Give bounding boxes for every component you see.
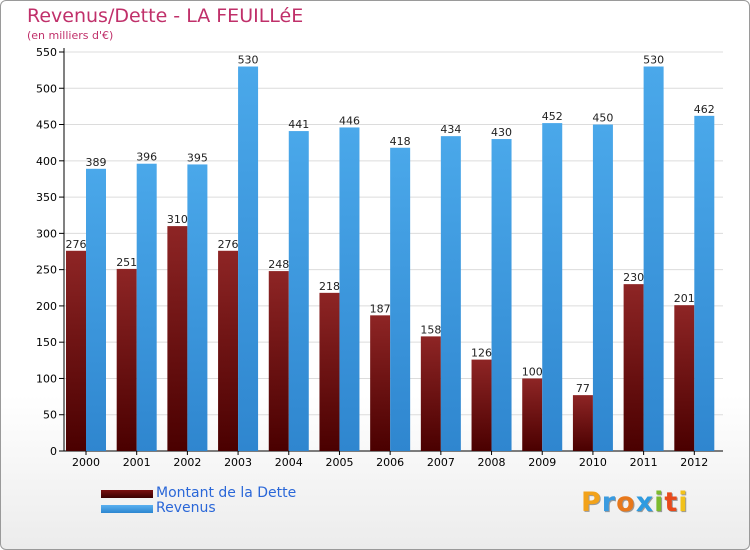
data-label: 276: [66, 238, 87, 251]
x-tick-label: 2009: [528, 456, 556, 469]
legend-swatch-dette: [101, 490, 153, 498]
data-label: 452: [542, 110, 563, 123]
bar-revenus: [339, 127, 360, 452]
bar-dette: [218, 250, 239, 451]
y-tick-label: 150: [36, 336, 57, 349]
bar-dette: [623, 284, 644, 451]
data-label: 530: [643, 54, 664, 67]
y-tick-label: 100: [36, 372, 57, 385]
bar-dette: [66, 250, 86, 451]
bar-dette: [522, 378, 543, 451]
data-label: 126: [471, 347, 492, 360]
data-label: 441: [288, 118, 309, 131]
x-tick-label: 2003: [224, 456, 252, 469]
y-tick-label: 400: [36, 155, 57, 168]
x-tick-label: 2005: [325, 456, 353, 469]
data-label: 218: [319, 280, 340, 293]
bar-dette: [116, 268, 137, 451]
bar-revenus: [542, 123, 563, 451]
data-label: 77: [576, 382, 590, 395]
x-tick-label: 2008: [478, 456, 506, 469]
data-label: 100: [522, 365, 543, 378]
bar-dette: [319, 292, 340, 451]
bar-revenus: [187, 164, 208, 452]
data-label: 530: [238, 54, 259, 67]
bar-revenus: [238, 66, 259, 451]
data-label: 248: [268, 258, 289, 271]
data-label: 450: [592, 112, 613, 125]
data-label: 230: [623, 271, 644, 284]
data-label: 430: [491, 126, 512, 139]
x-tick-label: 2006: [376, 456, 404, 469]
bar-revenus: [643, 66, 664, 451]
chart-title: Revenus/Dette - LA FEUILLéE: [27, 5, 304, 27]
x-tick-label: 2001: [123, 456, 151, 469]
x-tick-label: 2000: [72, 456, 100, 469]
bar-revenus: [136, 163, 157, 451]
bar-revenus: [390, 147, 411, 451]
proxiti-logo: Proxiti: [581, 487, 689, 518]
data-label: 276: [218, 238, 239, 251]
data-label: 158: [420, 323, 441, 336]
y-tick-label: 550: [36, 46, 57, 59]
y-tick-label: 200: [36, 300, 57, 313]
y-tick-label: 300: [36, 227, 57, 240]
data-label: 310: [167, 213, 188, 226]
bar-dette: [572, 395, 593, 451]
data-label: 446: [339, 114, 360, 127]
logo-letter: r: [601, 487, 617, 518]
y-tick-label: 500: [36, 82, 57, 95]
bar-revenus: [694, 115, 715, 451]
y-tick-label: 350: [36, 191, 57, 204]
data-label: 418: [390, 135, 411, 148]
chart-subtitle: (en milliers d'€): [27, 29, 114, 42]
bar-dette: [268, 271, 289, 451]
bar-revenus: [86, 168, 106, 451]
logo-letter: t: [664, 487, 679, 518]
logo-letter: i: [654, 487, 665, 518]
logo-letter: P: [581, 487, 602, 518]
bar-revenus: [491, 139, 512, 451]
bar-dette: [167, 226, 188, 451]
x-tick-label: 2011: [630, 456, 658, 469]
x-tick-label: 2002: [173, 456, 201, 469]
bar-dette: [370, 315, 391, 451]
y-tick-label: 0: [50, 445, 57, 458]
bar-revenus: [592, 124, 613, 451]
data-label: 251: [116, 256, 137, 269]
data-label: 201: [674, 292, 695, 305]
data-label: 462: [694, 103, 715, 116]
bar-dette: [420, 336, 441, 451]
y-tick-label: 450: [36, 119, 57, 132]
bar-dette: [471, 359, 492, 451]
data-label: 187: [370, 302, 391, 315]
x-tick-label: 2012: [680, 456, 708, 469]
bar-revenus: [288, 131, 309, 452]
legend-label-revenus: Revenus: [156, 500, 216, 516]
legend-label-dette: Montant de la Dette: [156, 485, 297, 501]
x-tick-label: 2007: [427, 456, 455, 469]
x-tick-label: 2004: [275, 456, 303, 469]
y-tick-label: 250: [36, 264, 57, 277]
data-label: 389: [86, 156, 107, 169]
data-label: 396: [136, 151, 157, 164]
bar-dette: [674, 305, 695, 451]
logo-letter: x: [635, 487, 655, 518]
bar-revenus: [440, 136, 461, 452]
x-tick-label: 2010: [579, 456, 607, 469]
y-tick-label: 50: [43, 409, 57, 422]
logo-letter: o: [616, 487, 636, 518]
data-label: 434: [440, 123, 461, 136]
data-label: 395: [187, 151, 208, 164]
logo-letter: i: [678, 487, 689, 518]
legend-swatch-revenus: [101, 505, 153, 513]
